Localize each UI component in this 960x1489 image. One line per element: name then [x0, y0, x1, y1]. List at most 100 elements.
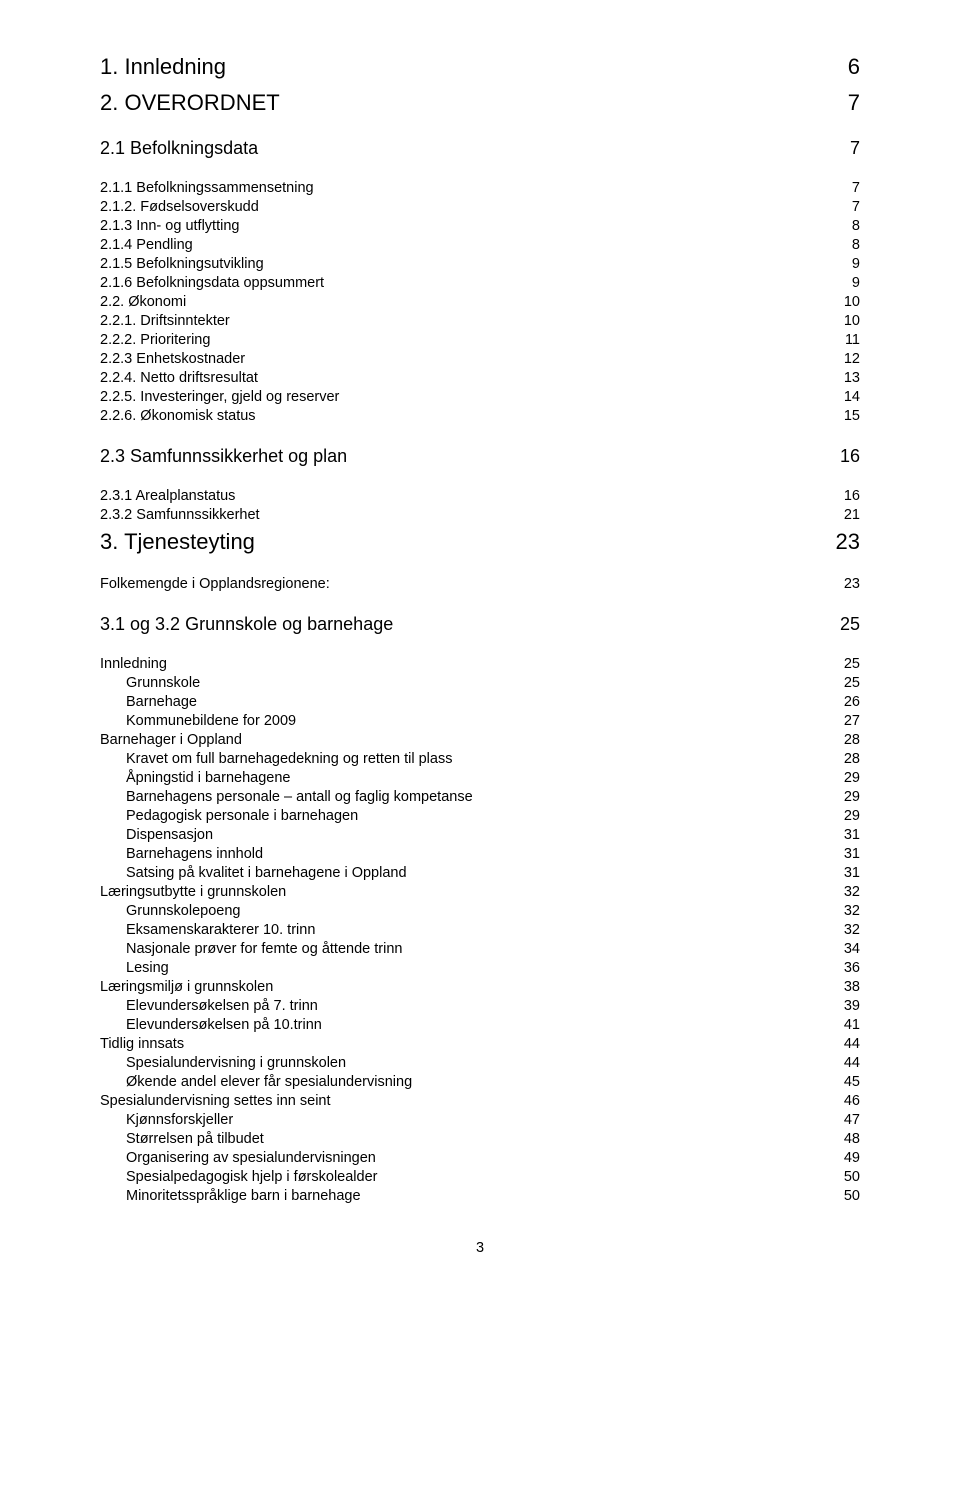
toc-entry[interactable]: Barnehager i Oppland28 — [100, 732, 860, 748]
toc-entry-page: 16 — [844, 488, 860, 504]
toc-entry[interactable]: 2.3.2 Samfunnssikkerhet21 — [100, 507, 860, 523]
toc-entry[interactable]: Nasjonale prøver for femte og åttende tr… — [126, 941, 860, 957]
toc-entry[interactable]: Spesialundervisning settes inn seint46 — [100, 1093, 860, 1109]
toc-entry-label: Barnehagens personale – antall og faglig… — [126, 789, 473, 805]
toc-entry[interactable]: Læringsutbytte i grunnskolen32 — [100, 884, 860, 900]
toc-entry[interactable]: 2.1.6 Befolkningsdata oppsummert9 — [100, 275, 860, 291]
toc-entry-page: 39 — [844, 998, 860, 1014]
toc-entry[interactable]: Kommunebildene for 2009 27 — [126, 713, 860, 729]
toc-entry-label: 2.1 Befolkningsdata — [100, 138, 258, 159]
toc-entry-label: Læringsutbytte i grunnskolen — [100, 884, 286, 900]
toc-entry-page: 10 — [844, 294, 860, 310]
toc-entry[interactable]: Tidlig innsats44 — [100, 1036, 860, 1052]
toc-entry-page: 9 — [852, 275, 860, 291]
toc-entry[interactable]: 2.1.4 Pendling8 — [100, 237, 860, 253]
toc-entry-label: 1. Innledning — [100, 54, 226, 80]
toc-entry[interactable]: Eksamenskarakterer 10. trinn32 — [126, 922, 860, 938]
toc-entry-page: 12 — [844, 351, 860, 367]
toc-entry-page: 32 — [844, 903, 860, 919]
toc-entry[interactable]: 2.1 Befolkningsdata 7 — [100, 138, 860, 159]
toc-entry-label: 2.2.3 Enhetskostnader — [100, 351, 245, 367]
toc-entry-label: 3.1 og 3.2 Grunnskole og barnehage — [100, 614, 393, 635]
toc-entry[interactable]: Læringsmiljø i grunnskolen38 — [100, 979, 860, 995]
toc-entry-label: Organisering av spesialundervisningen — [126, 1150, 376, 1166]
toc-entry-label: 2.1.1 Befolkningssammensetning — [100, 180, 314, 196]
toc-entry[interactable]: 2.2.3 Enhetskostnader 12 — [100, 351, 860, 367]
toc-entry[interactable]: 2.1.2. Fødselsoverskudd7 — [100, 199, 860, 215]
toc-entry[interactable]: Minoritetsspråklige barn i barnehage50 — [126, 1188, 860, 1204]
toc-entry[interactable]: Barnehage26 — [126, 694, 860, 710]
toc-entry[interactable]: Spesialpedagogisk hjelp i førskolealder5… — [126, 1169, 860, 1185]
toc-entry-page: 7 — [850, 138, 860, 159]
toc-entry-page: 31 — [844, 827, 860, 843]
toc-entry[interactable]: Elevundersøkelsen på 7. trinn 39 — [126, 998, 860, 1014]
toc-entry-page: 29 — [844, 789, 860, 805]
toc-entry-label: Spesialundervisning i grunnskolen — [126, 1055, 346, 1071]
toc-entry-page: 45 — [844, 1074, 860, 1090]
toc-entry-page: 7 — [848, 90, 860, 116]
toc-entry-page: 50 — [844, 1169, 860, 1185]
toc-entry-page: 29 — [844, 808, 860, 824]
toc-entry-page: 36 — [844, 960, 860, 976]
toc-entry[interactable]: 2.1.1 Befolkningssammensetning7 — [100, 180, 860, 196]
toc-entry-label: Kommunebildene for 2009 — [126, 713, 296, 729]
toc-entry-page: 6 — [848, 54, 860, 80]
toc-entry-label: 2.3.1 Arealplanstatus — [100, 488, 235, 504]
toc-entry-label: Åpningstid i barnehagene — [126, 770, 290, 786]
toc-entry-label: Barnehage — [126, 694, 197, 710]
toc-entry-label: Elevundersøkelsen på 7. trinn — [126, 998, 318, 1014]
toc-entry[interactable]: 2.1.3 Inn- og utflytting8 — [100, 218, 860, 234]
toc-entry[interactable]: 2.2. Økonomi10 — [100, 294, 860, 310]
toc-entry-page: 9 — [852, 256, 860, 272]
table-of-contents: 1. Innledning 6 2. OVERORDNET7 2.1 Befolkni… — [100, 54, 860, 1204]
page-number: 3 — [100, 1240, 860, 1256]
toc-entry-label: Satsing på kvalitet i barnehagene i Oppl… — [126, 865, 407, 881]
toc-entry[interactable]: 2.1.5 Befolkningsutvikling 9 — [100, 256, 860, 272]
toc-entry-label: Kjønnsforskjeller — [126, 1112, 233, 1128]
toc-entry[interactable]: 2.2.6. Økonomisk status15 — [100, 408, 860, 424]
toc-entry-page: 46 — [844, 1093, 860, 1109]
toc-entry[interactable]: Satsing på kvalitet i barnehagene i Oppl… — [126, 865, 860, 881]
toc-entry[interactable]: 1. Innledning 6 — [100, 54, 860, 80]
toc-entry[interactable]: Størrelsen på tilbudet48 — [126, 1131, 860, 1147]
toc-entry[interactable]: 2.2.5. Investeringer, gjeld og reserver1… — [100, 389, 860, 405]
toc-entry[interactable]: Pedagogisk personale i barnehagen29 — [126, 808, 860, 824]
toc-entry-page: 25 — [844, 675, 860, 691]
toc-entry-label: 2.1.3 Inn- og utflytting — [100, 218, 239, 234]
toc-entry-label: 2.1.2. Fødselsoverskudd — [100, 199, 259, 215]
toc-entry[interactable]: 2.3 Samfunnssikkerhet og plan16 — [100, 446, 860, 467]
toc-entry-page: 13 — [844, 370, 860, 386]
toc-entry-label: Elevundersøkelsen på 10.trinn — [126, 1017, 322, 1033]
toc-entry[interactable]: 2.2.1. Driftsinntekter10 — [100, 313, 860, 329]
toc-entry-label: 2.1.5 Befolkningsutvikling — [100, 256, 264, 272]
toc-entry[interactable]: Dispensasjon 31 — [126, 827, 860, 843]
toc-entry-label: Grunnskole — [126, 675, 200, 691]
toc-entry[interactable]: 3. Tjenesteyting23 — [100, 529, 860, 555]
toc-entry-label: 2.3 Samfunnssikkerhet og plan — [100, 446, 347, 467]
toc-entry[interactable]: Barnehagens personale – antall og faglig… — [126, 789, 860, 805]
toc-entry[interactable]: 2.2.2. Prioritering11 — [100, 332, 860, 348]
toc-entry[interactable]: Økende andel elever får spesialundervisn… — [126, 1074, 860, 1090]
toc-entry[interactable]: Spesialundervisning i grunnskolen44 — [126, 1055, 860, 1071]
toc-entry[interactable]: Grunnskole 25 — [126, 675, 860, 691]
toc-entry[interactable]: Kjønnsforskjeller47 — [126, 1112, 860, 1128]
toc-entry[interactable]: Innledning25 — [100, 656, 860, 672]
toc-entry[interactable]: Lesing36 — [126, 960, 860, 976]
toc-entry[interactable]: 2. OVERORDNET7 — [100, 90, 860, 116]
toc-entry[interactable]: Kravet om full barnehagedekning og rette… — [126, 751, 860, 767]
toc-entry-label: Kravet om full barnehagedekning og rette… — [126, 751, 452, 767]
toc-entry[interactable]: Folkemengde i Opplandsregionene:23 — [100, 576, 860, 592]
toc-entry-page: 14 — [844, 389, 860, 405]
toc-entry[interactable]: Barnehagens innhold31 — [126, 846, 860, 862]
toc-entry-page: 25 — [840, 614, 860, 635]
toc-entry-page: 27 — [844, 713, 860, 729]
toc-entry[interactable]: Elevundersøkelsen på 10.trinn41 — [126, 1017, 860, 1033]
toc-entry[interactable]: 2.3.1 Arealplanstatus 16 — [100, 488, 860, 504]
toc-entry-label: Minoritetsspråklige barn i barnehage — [126, 1188, 361, 1204]
toc-entry-label: Dispensasjon — [126, 827, 213, 843]
toc-entry[interactable]: Åpningstid i barnehagene29 — [126, 770, 860, 786]
toc-entry[interactable]: 3.1 og 3.2 Grunnskole og barnehage 25 — [100, 614, 860, 635]
toc-entry[interactable]: 2.2.4. Netto driftsresultat13 — [100, 370, 860, 386]
toc-entry[interactable]: Organisering av spesialundervisningen49 — [126, 1150, 860, 1166]
toc-entry[interactable]: Grunnskolepoeng32 — [126, 903, 860, 919]
